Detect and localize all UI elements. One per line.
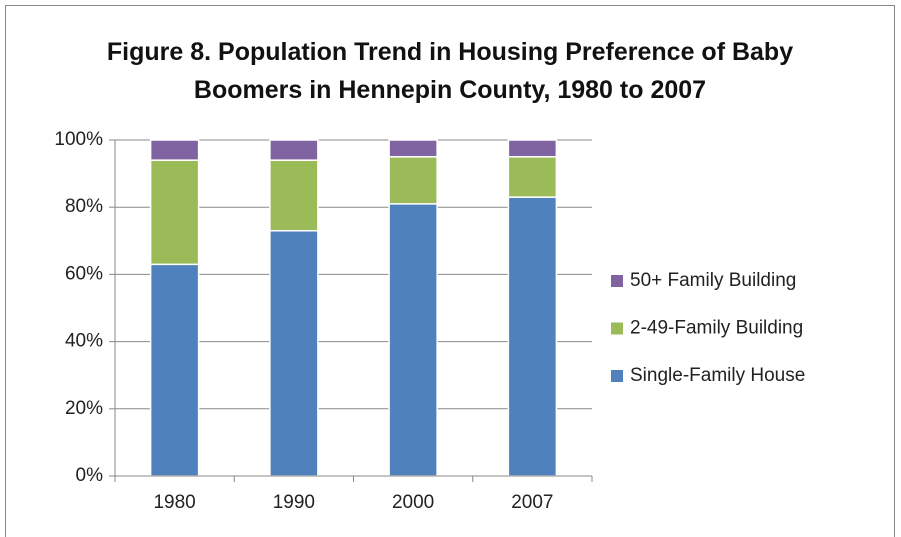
- legend-label: 50+ Family Building: [630, 270, 796, 291]
- x-tick-label: 2000: [392, 492, 434, 513]
- x-tick-label: 1990: [273, 492, 315, 513]
- bar-segment: [149, 263, 200, 477]
- y-tick-label: 60%: [65, 263, 103, 284]
- bar-segment: [388, 203, 438, 477]
- bar-segment: [269, 229, 319, 477]
- bar-segment: [269, 139, 319, 161]
- legend-swatch: [611, 275, 623, 287]
- y-tick-label: 100%: [54, 129, 103, 150]
- legend-label: 2-49-Family Building: [630, 318, 803, 339]
- chart-title: Figure 8. Population Trend in Housing Pr…: [106, 38, 794, 104]
- y-tick-label: 80%: [65, 196, 103, 217]
- x-tick-label: 1980: [153, 492, 195, 513]
- legend-swatch: [611, 322, 623, 335]
- bar-segment: [149, 159, 200, 266]
- bar-segment: [507, 156, 558, 198]
- legend-swatch: [611, 370, 623, 382]
- chart-frame: [5, 5, 895, 537]
- bar-segment: [507, 139, 558, 158]
- y-tick-label: 40%: [65, 331, 103, 352]
- bar-segment: [388, 156, 438, 205]
- y-tick-label: 0%: [76, 465, 104, 486]
- y-tick-label: 20%: [65, 398, 103, 419]
- bar-segment: [388, 139, 438, 158]
- bar-segment: [269, 159, 319, 232]
- legend-label: Single-Family House: [630, 365, 805, 386]
- x-tick-label: 2007: [511, 492, 553, 513]
- bar-segment: [149, 139, 200, 161]
- bar-segment: [507, 196, 558, 477]
